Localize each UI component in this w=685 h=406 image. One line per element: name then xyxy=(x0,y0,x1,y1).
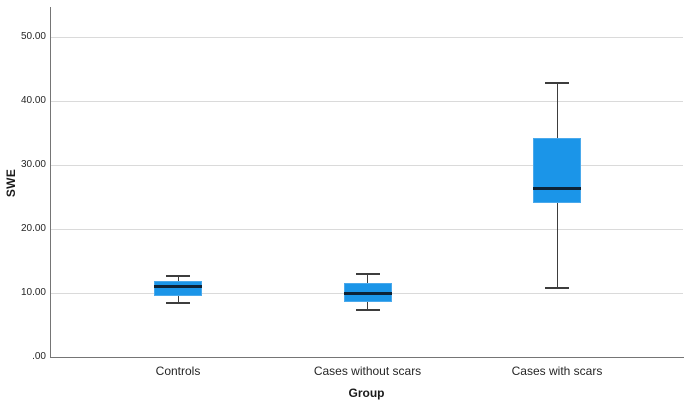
gridline xyxy=(50,164,683,166)
whisker-lower-line xyxy=(177,296,179,304)
whisker-lower-cap xyxy=(355,309,380,312)
whisker-upper-cap xyxy=(545,82,569,85)
y-tick-label: .00 xyxy=(32,351,46,362)
y-axis-title-container: SWE xyxy=(3,118,19,248)
x-category-label: Cases with scars xyxy=(511,364,603,378)
whisker-upper-line xyxy=(367,273,368,283)
whisker-lower-line xyxy=(556,202,558,288)
box-1 xyxy=(154,280,202,297)
whisker-upper-line xyxy=(177,275,179,281)
y-axis-title: SWE xyxy=(4,168,19,198)
gridline xyxy=(50,36,683,38)
median-line xyxy=(154,285,202,289)
whisker-lower-cap xyxy=(166,302,190,305)
y-tick-label: 20.00 xyxy=(20,223,46,234)
gridline xyxy=(50,100,683,102)
y-tick-label: 40.00 xyxy=(20,95,46,106)
y-tick-label: 10.00 xyxy=(20,287,46,298)
whisker-lower-cap xyxy=(545,286,569,289)
y-axis-line xyxy=(50,7,51,357)
x-category-label: Controls xyxy=(155,364,201,378)
whisker-upper-cap xyxy=(166,274,190,277)
x-axis-title: Group xyxy=(348,386,385,400)
whisker-upper-cap xyxy=(355,272,380,275)
x-category-label: Cases without scars xyxy=(313,364,422,378)
box-3 xyxy=(533,138,581,203)
x-axis-line xyxy=(50,357,684,358)
whisker-lower-line xyxy=(367,301,368,311)
gridline xyxy=(50,228,683,230)
y-tick-label: 50.00 xyxy=(20,31,46,42)
median-line xyxy=(343,291,392,295)
median-line xyxy=(533,187,581,191)
whisker-upper-line xyxy=(556,83,558,139)
y-tick-label: 30.00 xyxy=(20,159,46,170)
